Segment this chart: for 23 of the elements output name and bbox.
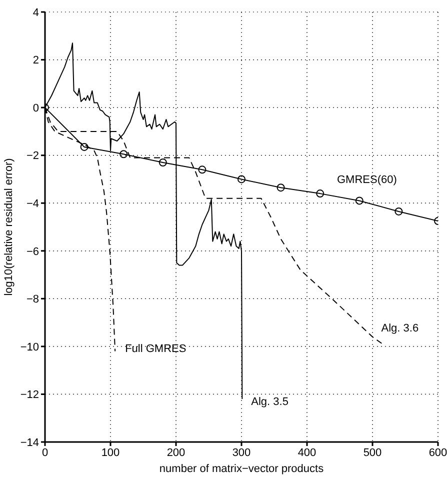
series-label: Alg. 3.5 [251,396,288,408]
y-tick-label: 2 [32,54,39,67]
x-axis-title: number of matrix−vector products [159,463,324,475]
x-tick-label: 200 [166,446,186,459]
x-tick-label: 0 [42,446,48,459]
y-tick-label: 0 [32,102,39,114]
y-tick-label: −2 [26,150,39,162]
y-tick-label: −10 [20,341,39,354]
y-tick-label: −6 [26,246,39,258]
y-tick-label: −4 [26,198,39,210]
x-tick-label: 600 [428,446,447,459]
series-label: Full GMRES [125,343,186,356]
x-tick-label: 500 [363,446,382,459]
series-label: Alg. 3.6 [381,322,419,334]
x-tick-label: 400 [298,446,316,459]
x-tick-label: 100 [101,446,120,459]
y-tick-label: −14 [20,436,39,449]
y-axis-title: log10(relative residual error) [2,158,15,296]
x-tick-label: 300 [232,446,251,459]
y-tick-label: −8 [26,294,39,306]
series-label: GMRES(60) [337,174,397,186]
y-tick-label: 4 [32,6,39,19]
y-tick-label: −12 [20,389,39,402]
